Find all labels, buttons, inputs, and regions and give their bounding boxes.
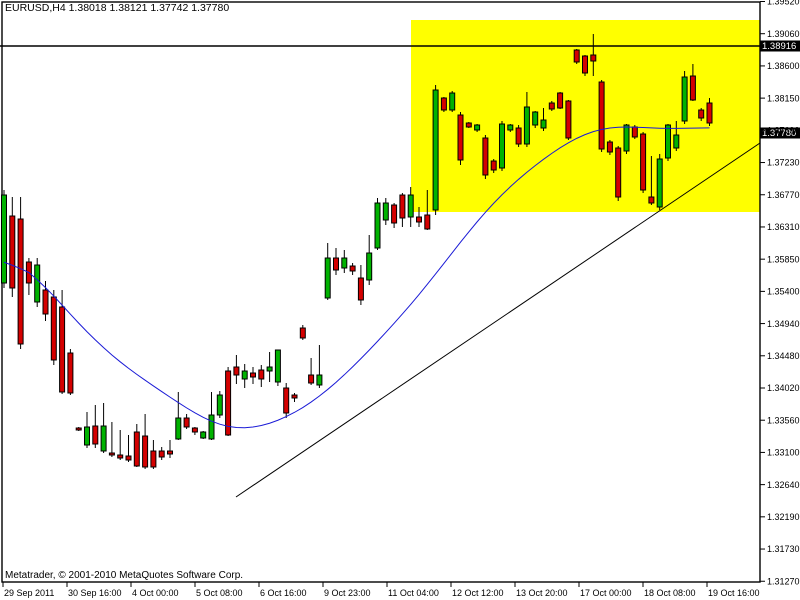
svg-text:1.34020: 1.34020 bbox=[767, 383, 800, 393]
svg-text:1.34940: 1.34940 bbox=[767, 319, 800, 329]
svg-text:1.38150: 1.38150 bbox=[767, 93, 800, 103]
svg-text:1.35850: 1.35850 bbox=[767, 254, 800, 264]
svg-text:11 Oct 04:00: 11 Oct 04:00 bbox=[388, 588, 439, 598]
svg-text:1.39520: 1.39520 bbox=[767, 0, 800, 7]
svg-text:12 Oct 12:00: 12 Oct 12:00 bbox=[452, 588, 504, 598]
svg-text:1.38600: 1.38600 bbox=[767, 61, 800, 71]
svg-text:1.37690: 1.37690 bbox=[767, 126, 800, 136]
svg-text:4 Oct 00:00: 4 Oct 00:00 bbox=[132, 588, 179, 598]
svg-text:1.37230: 1.37230 bbox=[767, 158, 800, 168]
svg-text:19 Oct 16:00: 19 Oct 16:00 bbox=[708, 588, 760, 598]
svg-text:1.35400: 1.35400 bbox=[767, 287, 800, 297]
svg-text:1.33560: 1.33560 bbox=[767, 415, 800, 425]
svg-text:1.36770: 1.36770 bbox=[767, 190, 800, 200]
svg-text:1.32190: 1.32190 bbox=[767, 512, 800, 522]
svg-text:Metatrader, © 2001-2010 MetaQu: Metatrader, © 2001-2010 MetaQuotes Softw… bbox=[5, 570, 243, 581]
svg-text:13 Oct 20:00: 13 Oct 20:00 bbox=[516, 588, 568, 598]
svg-text:30 Sep 16:00: 30 Sep 16:00 bbox=[68, 588, 122, 598]
svg-text:1.31270: 1.31270 bbox=[767, 576, 800, 586]
svg-text:1.38916: 1.38916 bbox=[762, 41, 796, 52]
svg-text:6 Oct 16:00: 6 Oct 16:00 bbox=[260, 588, 307, 598]
svg-text:1.32640: 1.32640 bbox=[767, 480, 800, 490]
svg-text:1.33100: 1.33100 bbox=[767, 448, 800, 458]
svg-text:1.39060: 1.39060 bbox=[767, 29, 800, 39]
svg-text:5 Oct 08:00: 5 Oct 08:00 bbox=[196, 588, 243, 598]
svg-text:EURUSD,H4 1.38018 1.38121 1.3: EURUSD,H4 1.38018 1.38121 1.37742 1.3778… bbox=[5, 2, 229, 14]
svg-text:9 Oct 23:00: 9 Oct 23:00 bbox=[324, 588, 371, 598]
svg-text:17 Oct 00:00: 17 Oct 00:00 bbox=[580, 588, 632, 598]
svg-text:29 Sep 2011: 29 Sep 2011 bbox=[4, 588, 54, 598]
svg-text:1.36310: 1.36310 bbox=[767, 222, 800, 232]
svg-text:1.31730: 1.31730 bbox=[767, 544, 800, 554]
svg-text:18 Oct 08:00: 18 Oct 08:00 bbox=[644, 588, 696, 598]
svg-text:1.34480: 1.34480 bbox=[767, 351, 800, 361]
